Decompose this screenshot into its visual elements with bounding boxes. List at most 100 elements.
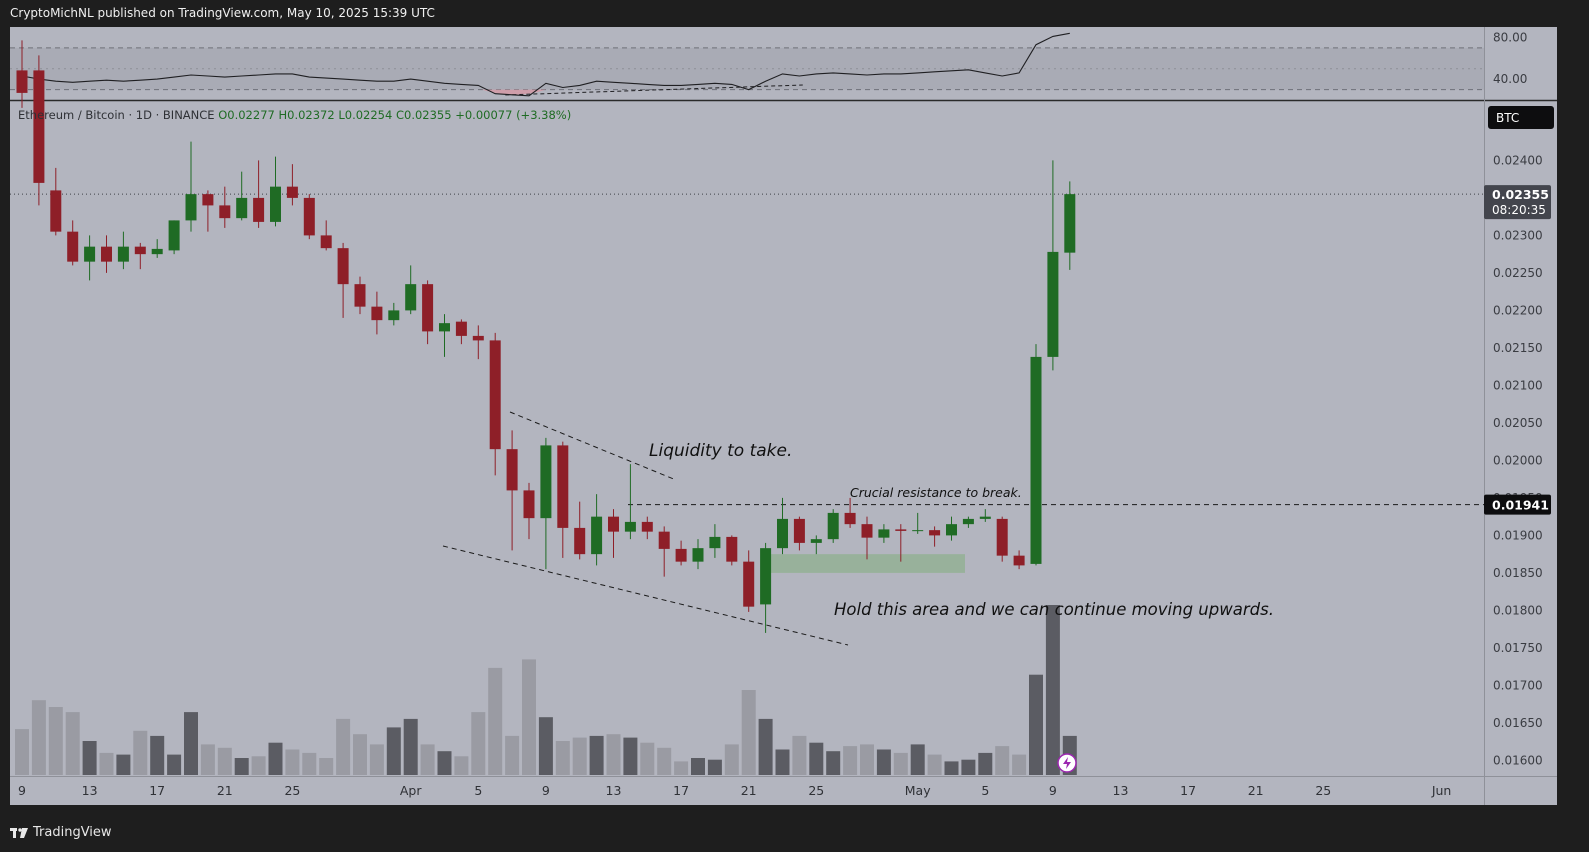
volume-bar	[826, 751, 841, 775]
candle-body[interactable]	[185, 194, 197, 221]
legend-text: Ethereum / Bitcoin · 1D · BINANCE O0.022…	[18, 108, 571, 122]
candle-body[interactable]	[472, 335, 484, 341]
volume-bar	[167, 754, 182, 775]
tradingview-logo[interactable]: TradingView	[10, 825, 112, 840]
candle-body[interactable]	[523, 490, 535, 519]
candle-body[interactable]	[506, 449, 518, 491]
candle-body[interactable]	[1013, 555, 1025, 566]
time-tick-label: 21	[741, 783, 757, 798]
currency-badge[interactable]	[1488, 106, 1554, 129]
candle-body[interactable]	[16, 70, 28, 93]
published-header: CryptoMichNL published on TradingView.co…	[0, 0, 1589, 27]
time-tick-label: 9	[542, 783, 550, 798]
candle-body[interactable]	[33, 70, 45, 183]
candle-body[interactable]	[675, 548, 687, 562]
volume-bar	[910, 744, 925, 775]
candle-body[interactable]	[286, 186, 298, 198]
candle-body[interactable]	[151, 248, 163, 255]
volume-bar	[505, 735, 520, 775]
candle-body[interactable]	[641, 521, 653, 532]
candle-body[interactable]	[540, 445, 552, 519]
candle-body[interactable]	[405, 284, 417, 311]
candle-body[interactable]	[929, 530, 941, 536]
volume-bar	[15, 729, 29, 775]
candle-body[interactable]	[50, 190, 62, 232]
candle-body[interactable]	[117, 246, 129, 262]
candle-body[interactable]	[726, 536, 738, 562]
candle-body[interactable]	[388, 310, 400, 321]
rsi-line[interactable]	[21, 32, 1070, 97]
legend-close: C0.02355	[396, 108, 455, 122]
candle-body[interactable]	[168, 220, 180, 251]
legend-high: H0.02372	[278, 108, 338, 122]
candle-body[interactable]	[658, 531, 670, 549]
candle-body[interactable]	[439, 323, 450, 332]
main-pane[interactable]	[10, 101, 1484, 776]
rsi-tick-label: 40.00	[1493, 72, 1527, 86]
candle-body[interactable]	[253, 197, 265, 222]
candle-body[interactable]	[962, 518, 974, 525]
volume-bar	[944, 761, 959, 775]
candle-body[interactable]	[912, 530, 924, 532]
candle-body[interactable]	[844, 512, 856, 525]
candle-body[interactable]	[608, 516, 619, 532]
volume-bar	[336, 718, 351, 775]
candle-body[interactable]	[1030, 356, 1042, 564]
candle-body[interactable]	[557, 445, 569, 528]
last-price-value: 0.02355	[1492, 187, 1549, 202]
candle-body[interactable]	[84, 246, 96, 262]
candle-body[interactable]	[591, 516, 603, 555]
candle-body[interactable]	[946, 524, 957, 536]
candle-body[interactable]	[878, 529, 890, 538]
volume-bar	[741, 690, 756, 775]
candle-body[interactable]	[760, 548, 772, 605]
candle-body[interactable]	[827, 512, 839, 540]
candle-body[interactable]	[320, 235, 332, 249]
candle-body[interactable]	[303, 197, 315, 236]
time-axis[interactable]	[10, 776, 1557, 805]
candle-body[interactable]	[692, 548, 704, 562]
candle-body[interactable]	[996, 518, 1008, 556]
price-axis[interactable]	[1484, 27, 1557, 776]
candle-body[interactable]	[101, 246, 112, 262]
candle-body[interactable]	[624, 521, 636, 532]
volume-bar	[353, 734, 367, 775]
time-tick-label: 9	[18, 783, 26, 798]
candle-body[interactable]	[270, 186, 281, 222]
volume-bar	[319, 758, 334, 775]
time-tick-label: Jun	[1431, 783, 1452, 798]
candle-body[interactable]	[979, 516, 991, 519]
volume-bar	[843, 746, 858, 775]
candle-body[interactable]	[67, 231, 79, 262]
candle-body[interactable]	[574, 527, 586, 555]
candle-body[interactable]	[895, 529, 907, 531]
volume-bar	[860, 744, 874, 775]
candle-body[interactable]	[793, 518, 805, 543]
candle-body[interactable]	[371, 306, 383, 321]
candle-body[interactable]	[1064, 194, 1076, 253]
candle-body[interactable]	[134, 246, 146, 255]
volume-bar	[927, 754, 942, 775]
candle-body[interactable]	[422, 284, 434, 332]
candle-body[interactable]	[354, 284, 366, 307]
candle-body[interactable]	[861, 524, 873, 538]
candle-body[interactable]	[1047, 251, 1059, 357]
annotation-hold: Hold this area and we can continue movin…	[834, 600, 1274, 619]
volume-bar	[707, 759, 722, 775]
candle-body[interactable]	[219, 205, 231, 219]
candle-body[interactable]	[337, 248, 349, 285]
candle-body[interactable]	[709, 536, 721, 549]
chart-legend: Ethereum / Bitcoin · 1D · BINANCE O0.022…	[18, 108, 571, 122]
candle-body[interactable]	[455, 321, 467, 336]
candle-body[interactable]	[777, 518, 788, 549]
candle-body[interactable]	[236, 197, 248, 219]
upper-trend-line	[509, 411, 677, 481]
candle-body[interactable]	[202, 194, 214, 206]
candle-body[interactable]	[743, 561, 755, 607]
flash-event-icon[interactable]	[1057, 753, 1077, 773]
candle-body[interactable]	[810, 539, 822, 543]
price-tick-label: 0.01700	[1493, 678, 1543, 692]
candle-body[interactable]	[489, 340, 501, 450]
price-tick-label: 0.01750	[1493, 641, 1543, 655]
